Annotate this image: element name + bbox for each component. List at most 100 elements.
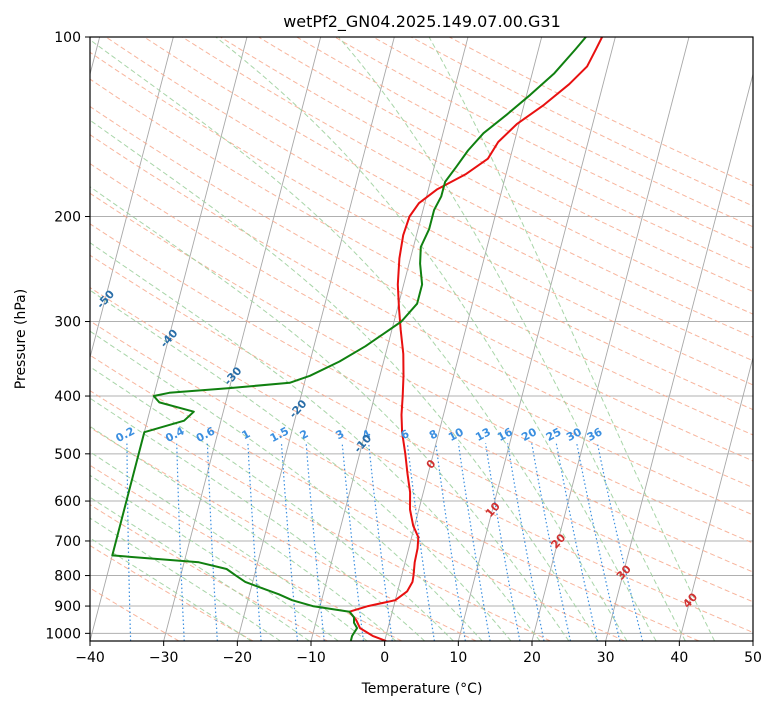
dry-adiabat-line <box>90 223 753 573</box>
x-axis-ticks: −40 −30 −20 −10 0 10 20 30 40 50 <box>75 641 762 666</box>
dry-adiabat-line <box>90 163 753 516</box>
moist-adiabat-line <box>215 37 657 641</box>
dry-adiabat-line <box>90 320 700 641</box>
mixing-ratio-line <box>206 443 218 641</box>
moist-adiabat-label: 10 <box>483 500 503 520</box>
mixing-ratio-label: 0.1 <box>67 424 90 445</box>
mixing-ratio-label: 36 <box>585 425 605 444</box>
isotherm-line <box>310 37 469 641</box>
temperature-profile-line <box>348 37 603 641</box>
mixing-ratio-label: 2 <box>298 427 311 442</box>
isotherm-line <box>236 37 395 641</box>
dewpoint-profile-line <box>111 37 587 641</box>
dry-adiabat-line <box>90 390 551 641</box>
x-tick-label: 40 <box>670 650 688 666</box>
y-tick-label: 600 <box>54 494 81 510</box>
mixing-ratio-label: 13 <box>473 425 493 444</box>
moist-adiabat-line <box>428 37 715 641</box>
isotherm-line <box>90 37 174 360</box>
moist-adiabat-line <box>90 39 628 641</box>
mixing-ratio-line <box>555 443 598 641</box>
moist-adiabat-line <box>90 119 599 641</box>
dry-adiabat-line <box>90 192 753 544</box>
mixing-ratio-line <box>176 443 185 641</box>
mixing-ratio-label: 25 <box>544 425 564 444</box>
dry-adiabat-line <box>372 37 753 228</box>
y-tick-label: 400 <box>54 389 81 405</box>
mixing-ratio-label: 20 <box>519 425 539 444</box>
mixing-ratio-line <box>507 443 545 641</box>
y-tick-label: 800 <box>54 569 81 585</box>
dry-adiabat-label: -40 <box>158 327 181 351</box>
x-tick-label: −10 <box>296 650 326 666</box>
dry-adiabat-line <box>90 51 753 411</box>
mixing-ratio-line <box>531 443 571 641</box>
dry-adiabat-line <box>90 426 477 641</box>
moist-adiabat-line <box>90 366 454 641</box>
dry-adiabat-line <box>90 286 753 633</box>
x-tick-label: 0 <box>380 650 389 666</box>
dry-adiabat-line <box>90 78 753 436</box>
moist-adiabat-line <box>90 397 425 641</box>
mixing-ratio-line <box>406 443 435 641</box>
x-tick-label: 50 <box>744 650 762 666</box>
dry-adiabat-line <box>410 37 753 207</box>
y-tick-label: 900 <box>54 599 81 615</box>
mixing-ratio-label: 10 <box>446 425 466 444</box>
mixing-ratio-line <box>341 443 364 641</box>
isotherm-line <box>752 639 753 641</box>
line-labels: 0.10.20.40.611.52346810131620253036-100-… <box>32 241 700 610</box>
dry-adiabat-line <box>105 37 753 386</box>
y-tick-label: 700 <box>54 534 81 550</box>
dry-adiabat-line <box>90 354 625 641</box>
mixing-ratio-label: 16 <box>495 425 515 444</box>
mixing-ratio-line <box>596 443 644 641</box>
dry-adiabat-line <box>90 464 402 641</box>
dry-adiabat-line <box>220 37 753 315</box>
mixing-ratio-label: 0.6 <box>194 424 218 445</box>
moist-adiabat-line <box>90 186 570 641</box>
dry-adiabat-line <box>90 134 753 489</box>
dry-adiabat-line <box>90 254 753 603</box>
mixing-ratio-line <box>305 443 325 641</box>
mixing-ratio-line <box>126 443 132 641</box>
isotherm-line <box>678 355 753 641</box>
mixing-ratio-line <box>576 443 621 641</box>
x-tick-label: 10 <box>449 650 467 666</box>
mixing-ratio-label: 1.5 <box>268 424 291 445</box>
x-tick-label: −40 <box>75 650 105 666</box>
plot-frame <box>89 36 754 642</box>
x-tick-label: 30 <box>597 650 615 666</box>
moist-adiabat-label: 20 <box>548 531 568 551</box>
mixing-ratio-label: 0.4 <box>163 424 187 445</box>
dry-adiabat-line <box>334 37 753 249</box>
y-tick-label: 1000 <box>45 626 81 642</box>
isotherm-line <box>605 72 753 641</box>
moist-adiabat-line <box>90 474 339 641</box>
dry-adiabat-line <box>181 37 753 338</box>
mixing-ratio-line <box>368 443 393 641</box>
x-axis-label: Temperature (°C) <box>361 681 483 697</box>
dry-adiabat-line <box>90 105 753 462</box>
moist-adiabat-line <box>90 425 397 641</box>
moist-adiabat-line <box>90 289 512 641</box>
dry-adiabat-label: -60 <box>32 241 55 265</box>
isotherm-line <box>457 37 616 641</box>
y-tick-label: 300 <box>54 315 81 331</box>
y-tick-label: 200 <box>54 210 81 226</box>
x-tick-label: −30 <box>149 650 179 666</box>
dry-adiabat-line <box>90 544 254 641</box>
mixing-ratio-line <box>435 443 466 641</box>
y-tick-label: 500 <box>54 447 81 463</box>
dry-adiabat-label: -20 <box>287 397 310 421</box>
isotherm-line <box>384 37 543 641</box>
dry-adiabat-line <box>449 37 753 187</box>
isotherm-line <box>163 37 322 641</box>
mixing-ratio-line <box>280 443 299 641</box>
mixing-ratio-line <box>457 443 491 641</box>
moist-adiabat-label: 40 <box>680 590 700 610</box>
background-lines <box>90 37 753 641</box>
mixing-ratio-line <box>485 443 521 641</box>
moist-adiabat-line <box>90 517 281 641</box>
